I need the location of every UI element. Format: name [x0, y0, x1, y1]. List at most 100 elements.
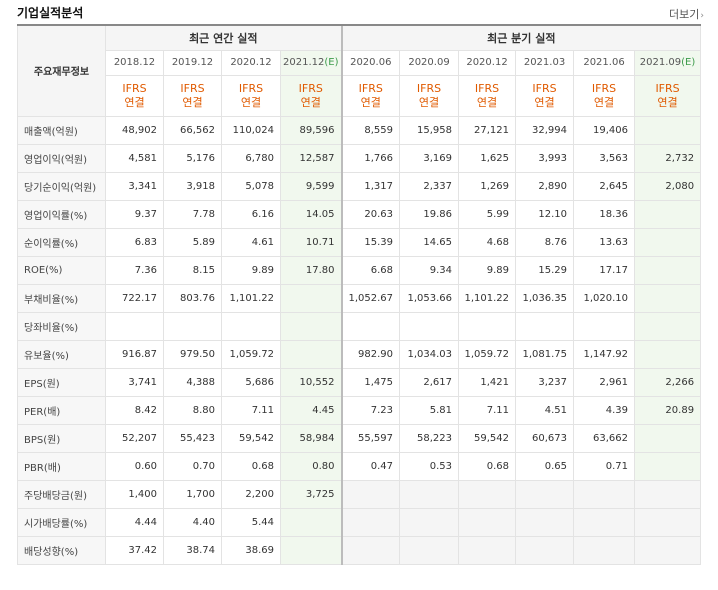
table-cell: 9.37 — [105, 199, 164, 229]
table-cell: 14.65 — [399, 227, 460, 257]
table-cell — [515, 479, 575, 509]
annual-group-header: 최근 연간 실적 — [104, 24, 343, 51]
table-cell — [634, 423, 702, 453]
ifrs-consolidated-label: IFRS 연결 — [573, 74, 636, 117]
table-cell: 7.36 — [105, 255, 164, 285]
table-cell: 5.99 — [458, 199, 517, 229]
row-label: 순이익률(%) — [17, 227, 106, 257]
table-cell — [515, 507, 575, 537]
table-cell: 1,101.22 — [458, 283, 517, 313]
table-cell: 2,890 — [515, 171, 575, 201]
table-cell: 15.39 — [340, 227, 401, 257]
table-cell: 3,341 — [105, 171, 164, 201]
table-cell: 66,562 — [163, 115, 222, 145]
table-cell: 5.89 — [163, 227, 222, 257]
table-cell: 1,475 — [340, 367, 401, 397]
table-cell: 0.53 — [399, 451, 460, 481]
table-cell: 4.61 — [221, 227, 281, 257]
table-cell: 0.47 — [340, 451, 401, 481]
row-label: BPS(원) — [17, 423, 106, 453]
table-cell — [279, 339, 343, 369]
table-cell: 1,059.72 — [221, 339, 281, 369]
table-cell — [573, 311, 636, 341]
row-label: 영업이익(억원) — [17, 143, 106, 173]
table-cell: 5,686 — [221, 367, 281, 397]
table-cell: 1,317 — [340, 171, 401, 201]
table-cell: 3,918 — [163, 171, 222, 201]
table-cell: 0.60 — [105, 451, 164, 481]
table-cell: 12.10 — [515, 199, 575, 229]
period-header: 2020.06 — [340, 49, 401, 76]
table-cell: 12,587 — [279, 143, 343, 173]
ifrs-consolidated-label: IFRS 연결 — [634, 74, 702, 117]
table-cell: 982.90 — [340, 339, 401, 369]
table-cell: 63,662 — [573, 423, 636, 453]
table-cell: 2,645 — [573, 171, 636, 201]
row-label: 영업이익률(%) — [17, 199, 106, 229]
table-row: 유보율(%) 916.87 979.50 1,059.72 982.90 1,034.03… — [17, 339, 702, 369]
table-row: 당기순이익(억원) 3,341 3,918 5,078 9,599 1,317 2,337 1… — [17, 171, 702, 201]
table-cell: 18.36 — [573, 199, 636, 229]
table-cell: 9.34 — [399, 255, 460, 285]
table-cell: 8.42 — [105, 395, 164, 425]
table-cell: 2,732 — [634, 143, 702, 173]
table-cell: 10,552 — [279, 367, 343, 397]
table-cell — [573, 507, 636, 537]
table-cell: 5.81 — [399, 395, 460, 425]
table-cell: 3,725 — [279, 479, 343, 509]
table-cell: 1,020.10 — [573, 283, 636, 313]
table-cell: 0.70 — [163, 451, 222, 481]
period-header: 2021.09(E) — [634, 49, 702, 76]
table-cell: 60,673 — [515, 423, 575, 453]
table-cell: 1,147.92 — [573, 339, 636, 369]
period-header: 2021.03 — [515, 49, 575, 76]
table-cell: 20.89 — [634, 395, 702, 425]
table-cell: 2,080 — [634, 171, 702, 201]
table-cell: 55,597 — [340, 423, 401, 453]
table-cell — [458, 311, 517, 341]
table-cell: 8.76 — [515, 227, 575, 257]
table-cell — [515, 535, 575, 565]
table-cell: 2,337 — [399, 171, 460, 201]
ifrs-consolidated-label: IFRS 연결 — [458, 74, 517, 117]
ifrs-consolidated-label: IFRS 연결 — [515, 74, 575, 117]
period-header: 2020.12 — [458, 49, 517, 76]
table-cell: 4.39 — [573, 395, 636, 425]
table-cell: 6.68 — [340, 255, 401, 285]
table-cell — [634, 535, 702, 565]
table-cell: 10.71 — [279, 227, 343, 257]
table-cell: 4,581 — [105, 143, 164, 173]
table-row: 당좌비율(%) — [17, 311, 702, 341]
table-row: ROE(%) 7.36 8.15 9.89 17.80 6.68 9.34 9.89 15.29… — [17, 255, 702, 285]
table-cell — [634, 255, 702, 285]
table-cell: 2,266 — [634, 367, 702, 397]
more-link[interactable]: 더보기› — [669, 6, 704, 22]
table-cell: 5,078 — [221, 171, 281, 201]
table-cell: 58,223 — [399, 423, 460, 453]
table-cell — [634, 507, 702, 537]
table-cell: 1,421 — [458, 367, 517, 397]
table-cell — [634, 115, 702, 145]
table-cell: 3,169 — [399, 143, 460, 173]
table-cell: 1,766 — [340, 143, 401, 173]
table-cell: 17.17 — [573, 255, 636, 285]
table-cell — [634, 451, 702, 481]
period-header: 2018.12 — [105, 49, 164, 76]
table-cell: 89,596 — [279, 115, 343, 145]
table-row: PBR(배) 0.60 0.70 0.68 0.80 0.47 0.53 0.68 0.65 0.… — [17, 451, 702, 481]
table-cell — [515, 311, 575, 341]
table-cell: 9.89 — [458, 255, 517, 285]
table-cell: 4.51 — [515, 395, 575, 425]
table-row: PER(배) 8.42 8.80 7.11 4.45 7.23 5.81 7.11 4.51 4.… — [17, 395, 702, 425]
table-cell: 2,200 — [221, 479, 281, 509]
section-header: 기업실적분석 더보기› — [0, 0, 718, 24]
table-cell: 59,542 — [221, 423, 281, 453]
table-cell: 4.68 — [458, 227, 517, 257]
table-cell: 1,053.66 — [399, 283, 460, 313]
table-cell: 979.50 — [163, 339, 222, 369]
period-header: 2020.09 — [399, 49, 460, 76]
table-cell: 8.15 — [163, 255, 222, 285]
table-cell: 3,993 — [515, 143, 575, 173]
ifrs-consolidated-label: IFRS 연결 — [163, 74, 222, 117]
table-cell: 1,101.22 — [221, 283, 281, 313]
